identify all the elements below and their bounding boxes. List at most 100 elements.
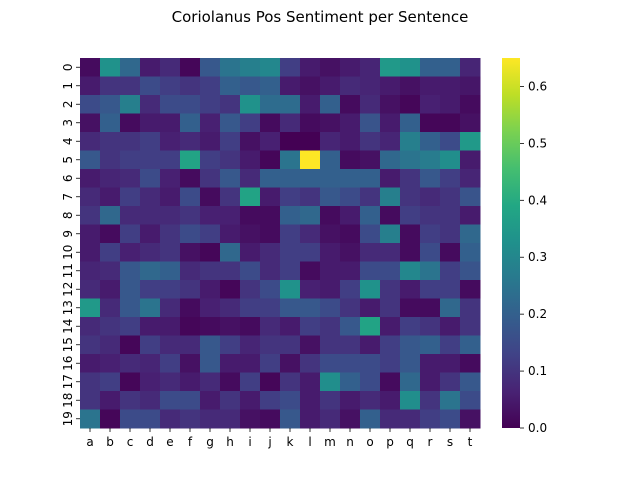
heatmap-cell-2-p: [380, 95, 401, 114]
heatmap-cell-13-s: [440, 298, 461, 318]
heatmap-cell-13-m: [320, 298, 341, 318]
y-tick-label: 18: [61, 393, 75, 408]
heatmap-cell-15-p: [380, 335, 401, 355]
heatmap-cell-12-r: [420, 280, 441, 299]
heatmap-cell-19-m: [320, 409, 341, 429]
heatmap-cell-18-p: [380, 391, 401, 410]
heatmap-cell-4-r: [420, 132, 441, 151]
heatmap-cell-5-q: [400, 150, 421, 170]
heatmap-cell-12-m: [320, 280, 341, 299]
heatmap-cell-5-b: [100, 150, 121, 170]
y-tick-label: 2: [61, 100, 75, 108]
heatmap-cell-12-g: [200, 280, 221, 299]
heatmap-cell-14-e: [160, 317, 181, 336]
heatmap-cell-16-f: [180, 354, 201, 373]
heatmap-cell-1-c: [120, 76, 141, 96]
heatmap-cell-13-a: [80, 298, 101, 318]
heatmap-cell-18-m: [320, 391, 341, 410]
heatmap-cell-0-f: [180, 58, 201, 77]
heatmap-cell-0-o: [360, 58, 381, 77]
heatmap-cell-4-t: [460, 132, 481, 151]
heatmap-cell-10-t: [460, 243, 481, 262]
heatmap-cell-9-b: [100, 224, 121, 244]
heatmap-cell-14-a: [80, 317, 101, 336]
heatmap-cell-12-n: [340, 280, 361, 299]
heatmap-cell-7-k: [280, 187, 301, 207]
heatmap-cell-4-q: [400, 132, 421, 151]
heatmap-cell-13-r: [420, 298, 441, 318]
heatmap-cell-7-o: [360, 187, 381, 207]
heatmap-cell-8-b: [100, 206, 121, 225]
heatmap-cell-4-o: [360, 132, 381, 151]
heatmap-cell-10-d: [140, 243, 161, 262]
heatmap-cell-19-i: [240, 409, 261, 429]
heatmap-cell-10-k: [280, 243, 301, 262]
heatmap-cell-3-p: [380, 113, 401, 133]
heatmap-cell-15-q: [400, 335, 421, 355]
heatmap-cell-1-s: [440, 76, 461, 96]
heatmap-cell-11-d: [140, 261, 161, 281]
heatmap-cell-3-f: [180, 113, 201, 133]
heatmap-cell-1-e: [160, 76, 181, 96]
heatmap-cell-8-m: [320, 206, 341, 225]
x-tick-label: r: [428, 435, 433, 449]
heatmap-cell-11-o: [360, 261, 381, 281]
heatmap-cell-12-b: [100, 280, 121, 299]
heatmap-cell-14-s: [440, 317, 461, 336]
heatmap-cell-7-l: [300, 187, 321, 207]
heatmap-cell-11-e: [160, 261, 181, 281]
x-tick-label: k: [287, 435, 294, 449]
heatmap-cell-11-m: [320, 261, 341, 281]
heatmap-cell-18-e: [160, 391, 181, 410]
colorbar-tick-label: 0.1: [528, 364, 547, 378]
heatmap-cell-8-h: [220, 206, 241, 225]
x-tick-label: b: [106, 435, 114, 449]
heatmap-cell-16-t: [460, 354, 481, 373]
heatmap-cell-19-d: [140, 409, 161, 429]
heatmap-cell-11-p: [380, 261, 401, 281]
heatmap-cell-3-r: [420, 113, 441, 133]
heatmap-cell-1-j: [260, 76, 281, 96]
heatmap-cell-10-n: [340, 243, 361, 262]
heatmap-cell-13-k: [280, 298, 301, 318]
heatmap-cell-9-j: [260, 224, 281, 244]
heatmap-cell-0-r: [420, 58, 441, 77]
colorbar: [502, 58, 520, 428]
heatmap-cell-18-d: [140, 391, 161, 410]
heatmap-cell-16-h: [220, 354, 241, 373]
heatmap-cell-1-n: [340, 76, 361, 96]
heatmap-cell-14-j: [260, 317, 281, 336]
heatmap-cell-15-t: [460, 335, 481, 355]
heatmap-cell-16-g: [200, 354, 221, 373]
heatmap-cell-8-k: [280, 206, 301, 225]
heatmap-cell-11-n: [340, 261, 361, 281]
heatmap-cell-13-j: [260, 298, 281, 318]
heatmap-cell-2-t: [460, 95, 481, 114]
heatmap-cell-8-f: [180, 206, 201, 225]
heatmap-cell-6-t: [460, 169, 481, 188]
heatmap-cell-3-a: [80, 113, 101, 133]
heatmap-cell-18-c: [120, 391, 141, 410]
heatmap-cell-17-i: [240, 372, 261, 392]
heatmap-cell-4-m: [320, 132, 341, 151]
heatmap-cell-3-g: [200, 113, 221, 133]
heatmap-cell-16-c: [120, 354, 141, 373]
heatmap-cell-16-e: [160, 354, 181, 373]
heatmap-cell-9-e: [160, 224, 181, 244]
x-tick-label: j: [267, 435, 271, 449]
heatmap-cell-9-c: [120, 224, 141, 244]
heatmap-cell-18-g: [200, 391, 221, 410]
y-tick-label: 13: [61, 300, 75, 315]
heatmap-cell-19-j: [260, 409, 281, 429]
heatmap-cell-18-r: [420, 391, 441, 410]
heatmap-cell-7-m: [320, 187, 341, 207]
heatmap-cell-7-a: [80, 187, 101, 207]
x-tick-label: i: [248, 435, 251, 449]
y-tick-label: 15: [61, 337, 75, 352]
heatmap-cell-13-c: [120, 298, 141, 318]
heatmap-cell-2-r: [420, 95, 441, 114]
heatmap-cell-7-b: [100, 187, 121, 207]
y-tick-label: 14: [61, 319, 75, 334]
heatmap-cell-9-l: [300, 224, 321, 244]
heatmap-cell-1-f: [180, 76, 201, 96]
